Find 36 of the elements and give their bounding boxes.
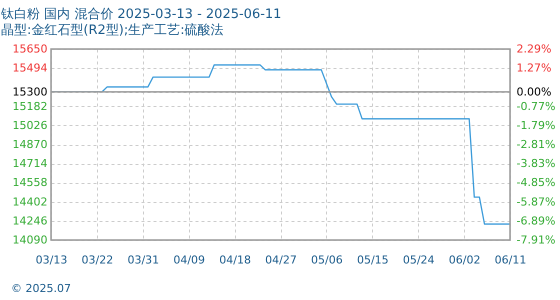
x-tick-label: 05/06 xyxy=(311,254,343,266)
y-tick-label: 15494 xyxy=(12,62,48,75)
y-tick-label: 15026 xyxy=(12,118,48,132)
y-tick-label: 14246 xyxy=(12,214,48,228)
chart-subtitle: 晶型:金红石型(R2型);生产工艺:硫酸法 xyxy=(1,23,224,38)
y-tick-label: 14090 xyxy=(12,234,48,246)
x-tick-label: 04/18 xyxy=(219,254,251,266)
y-tick-label: 14870 xyxy=(12,138,48,151)
y2-tick-label: -3.83% xyxy=(516,157,556,170)
x-tick-label: 04/09 xyxy=(173,254,206,266)
y2-tick-label: -7.91% xyxy=(516,234,556,246)
y-tick-label: 15300 xyxy=(12,85,48,98)
y2-tick-label: -1.79% xyxy=(516,118,556,132)
y2-tick-label: -0.77% xyxy=(516,100,556,113)
y2-tick-label: -2.81% xyxy=(516,138,556,151)
x-tick-label: 05/24 xyxy=(402,254,435,266)
y-tick-label: 14558 xyxy=(12,176,48,190)
text: © 2025.07 xyxy=(11,282,71,295)
y-tick-label: 14714 xyxy=(12,157,48,170)
y-tick-label: 15650 xyxy=(12,42,48,56)
y2-tick-label: -5.87% xyxy=(516,195,556,208)
x-tick-label: 03/13 xyxy=(36,254,68,266)
x-tick-label: 06/02 xyxy=(448,254,480,266)
x-tick-label: 03/22 xyxy=(82,254,114,266)
x-tick-label: 05/15 xyxy=(356,254,389,266)
y2-tick-label: -6.89% xyxy=(516,214,556,228)
y-tick-label: 14402 xyxy=(12,195,48,208)
y2-tick-label: 1.27% xyxy=(516,62,552,75)
x-tick-label: 03/31 xyxy=(127,254,160,266)
chart-title: 钛白粉 国内 混合价 2025-03-13 - 2025-06-11 xyxy=(0,7,282,22)
x-tick-label: 04/27 xyxy=(265,254,297,266)
y2-tick-label: 2.29% xyxy=(516,42,552,56)
y-tick-label: 15182 xyxy=(12,100,48,113)
y2-tick-label: -4.85% xyxy=(516,176,556,190)
y2-tick-label: 0.00% xyxy=(516,85,552,98)
x-tick-label: 06/11 xyxy=(494,254,526,266)
